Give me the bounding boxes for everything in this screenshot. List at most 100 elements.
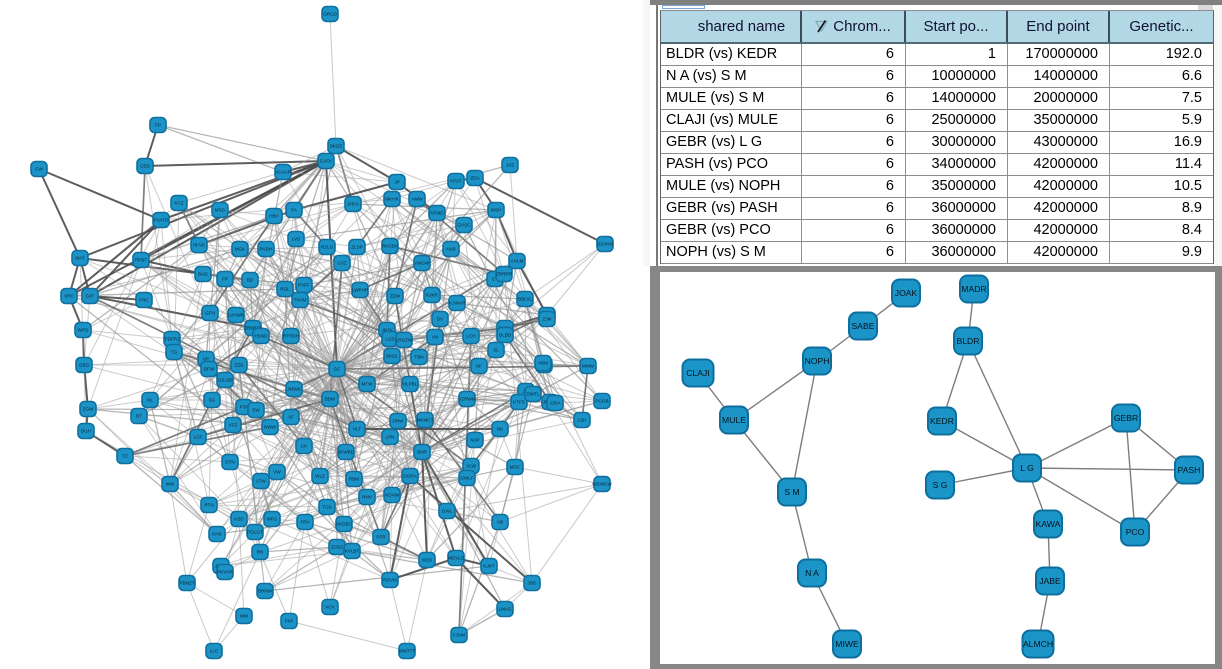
svg-text:MGC: MGC	[510, 465, 521, 470]
svg-text:MKHK: MKHK	[385, 197, 399, 202]
svg-text:BBW: BBW	[325, 397, 336, 402]
svg-text:FNC: FNC	[139, 298, 149, 303]
svg-text:DWTL: DWTL	[526, 392, 539, 397]
svg-text:AMW: AMW	[411, 197, 423, 202]
svg-text:GWL: GWL	[442, 509, 453, 514]
svg-text:DKDZ: DKDZ	[330, 144, 343, 149]
svg-text:DLBD: DLBD	[499, 333, 512, 338]
svg-text:KJWVP: KJWVP	[449, 301, 465, 306]
svg-text:CW: CW	[35, 167, 43, 172]
svg-text:ZJM: ZJM	[543, 317, 552, 322]
svg-text:GSZ: GSZ	[337, 261, 347, 266]
svg-text:MW: MW	[240, 614, 249, 619]
svg-text:CK: CK	[301, 444, 308, 449]
svg-text:WSH: WSH	[491, 208, 502, 213]
svg-text:JNJV: JNJV	[382, 328, 394, 333]
svg-text:LMAG: LMAG	[498, 607, 511, 612]
svg-text:BLDR: BLDR	[957, 336, 980, 346]
svg-text:MJP: MJP	[470, 438, 479, 443]
svg-text:PVATD: PVATD	[154, 218, 169, 223]
svg-text:KJKR: KJKR	[426, 293, 438, 298]
svg-text:NK: NK	[497, 427, 504, 432]
svg-text:ZDA: ZDA	[470, 176, 480, 181]
svg-text:TG: TG	[171, 350, 178, 355]
svg-text:VBM: VBM	[538, 361, 548, 366]
svg-text:NTAT: NTAT	[450, 179, 462, 184]
svg-text:MKMCT: MKMCT	[417, 418, 434, 423]
svg-text:HBV: HBV	[269, 214, 279, 219]
svg-text:RKGDH: RKGDH	[382, 244, 399, 249]
svg-text:AHLM: AHLM	[511, 259, 524, 264]
svg-text:SW: SW	[252, 408, 260, 413]
svg-text:SL: SL	[493, 348, 499, 353]
svg-text:WZD: WZD	[422, 558, 433, 563]
svg-text:DKDL: DKDL	[386, 354, 399, 359]
svg-text:JP: JP	[394, 180, 399, 185]
svg-text:KHS: KHS	[212, 532, 221, 537]
svg-text:ZCBZ: ZCBZ	[331, 545, 343, 550]
svg-text:WDVLD: WDVLD	[448, 556, 465, 561]
svg-text:WW: WW	[166, 482, 175, 487]
svg-text:MADR: MADR	[961, 284, 986, 294]
svg-text:BAG: BAG	[198, 272, 208, 277]
svg-text:LSH: LSH	[578, 418, 587, 423]
svg-text:AKDBC: AKDBC	[336, 522, 353, 527]
svg-text:PASH: PASH	[1178, 465, 1201, 475]
svg-text:TZ: TZ	[122, 454, 128, 459]
svg-text:DGRA: DGRA	[403, 474, 417, 479]
svg-text:LLC: LLC	[210, 649, 219, 654]
svg-text:RGL: RGL	[280, 287, 290, 292]
svg-text:FA: FA	[291, 208, 298, 213]
svg-text:SABE: SABE	[852, 321, 875, 331]
svg-text:FP: FP	[155, 123, 161, 128]
svg-text:VRC: VRC	[64, 294, 74, 299]
svg-text:RVDH: RVDH	[260, 247, 273, 252]
svg-text:NWW: NWW	[264, 425, 277, 430]
svg-text:PGLGT: PGLGT	[247, 530, 263, 535]
svg-text:BT: BT	[136, 414, 142, 419]
svg-text:KCZ: KCZ	[174, 201, 183, 206]
svg-text:TVVM: TVVM	[294, 298, 307, 303]
svg-text:KTFS: KTFS	[513, 400, 525, 405]
svg-text:PTA: PTA	[240, 405, 250, 410]
svg-text:AB: AB	[497, 520, 503, 525]
svg-text:RBM: RBM	[349, 477, 359, 482]
svg-text:WSWGW: WSWGW	[592, 482, 612, 487]
svg-text:RTRDH: RTRDH	[283, 334, 299, 339]
svg-text:TBN: TBN	[414, 355, 423, 360]
svg-text:PDFRJ: PDFRJ	[165, 337, 180, 342]
svg-text:HLPBL: HLPBL	[403, 382, 418, 387]
svg-text:L G: L G	[1020, 463, 1034, 473]
svg-text:ZHFA: ZHFA	[347, 202, 360, 207]
svg-text:GRCD: GRCD	[323, 12, 337, 17]
svg-text:MFG: MFG	[267, 517, 278, 522]
svg-text:GFN: GFN	[205, 311, 215, 316]
svg-text:ZRRRR: ZRRRR	[496, 272, 513, 277]
svg-text:LCH: LCH	[466, 334, 475, 339]
svg-text:RPBT: RPBT	[135, 258, 147, 263]
svg-text:PFR: PFR	[376, 535, 386, 540]
svg-text:GWLF: GWLF	[460, 476, 473, 481]
svg-text:ALMCH: ALMCH	[1023, 639, 1053, 649]
svg-text:RNV: RNV	[362, 495, 373, 500]
svg-text:ZZW: ZZW	[390, 294, 401, 299]
svg-text:ACAAR: ACAAR	[275, 170, 292, 175]
svg-text:VFZ: VFZ	[229, 423, 238, 428]
svg-text:KJKT: KJKT	[483, 564, 494, 569]
svg-text:MGK: MGK	[235, 247, 246, 252]
svg-text:KVLBT: KVLBT	[345, 549, 360, 554]
svg-text:BNR: BNR	[417, 450, 427, 455]
svg-text:GSJJB: GSJJB	[218, 378, 232, 383]
svg-text:KAWA: KAWA	[1036, 519, 1061, 529]
svg-text:GC: GC	[334, 367, 342, 372]
svg-text:TGS: TGS	[322, 505, 331, 510]
svg-text:WPG: WPG	[78, 328, 89, 333]
svg-text:ZLSP: ZLSP	[351, 245, 363, 250]
svg-text:ZBWMD: ZBWMD	[244, 326, 262, 331]
svg-text:S G: S G	[933, 480, 948, 490]
svg-text:FP: FP	[222, 277, 228, 282]
svg-text:VW: VW	[273, 470, 281, 475]
svg-text:CAFK: CAFK	[320, 159, 333, 164]
svg-text:MULE: MULE	[722, 415, 746, 425]
svg-text:VN: VN	[432, 335, 438, 340]
